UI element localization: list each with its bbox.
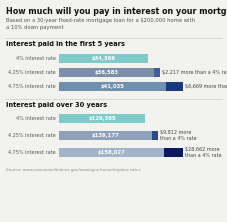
Bar — [59, 148, 164, 157]
Text: $139,177: $139,177 — [91, 133, 119, 138]
Text: 4.75% interest rate: 4.75% interest rate — [8, 84, 56, 89]
Text: 4% interest rate: 4% interest rate — [16, 116, 56, 121]
Text: 4.25% interest rate: 4.25% interest rate — [8, 133, 56, 138]
Text: $28,662 more
than a 4% rate: $28,662 more than a 4% rate — [185, 147, 222, 158]
Text: Based on a 30-year fixed-rate mortgage loan for a $200,000 home with
a 10% down : Based on a 30-year fixed-rate mortgage l… — [6, 18, 195, 30]
Text: How much will you pay in interest on your mortgage loan?: How much will you pay in interest on you… — [6, 7, 227, 16]
Text: 4% interest rate: 4% interest rate — [16, 56, 56, 61]
Text: $129,365: $129,365 — [88, 116, 116, 121]
Text: $41,035: $41,035 — [100, 84, 124, 89]
Bar — [152, 131, 158, 140]
Text: $2,217 more than a 4% rate: $2,217 more than a 4% rate — [162, 70, 227, 75]
Bar — [59, 114, 145, 123]
Text: Interest paid in the first 5 years: Interest paid in the first 5 years — [6, 41, 125, 47]
Bar — [59, 82, 166, 91]
Bar — [59, 131, 152, 140]
Text: 4.75% interest rate: 4.75% interest rate — [8, 150, 56, 155]
Text: Source: www.consumerfinance.gov/owning-a-home/explore-rates: Source: www.consumerfinance.gov/owning-a… — [6, 168, 141, 172]
Text: $6,669 more than a 4% rate: $6,669 more than a 4% rate — [185, 84, 227, 89]
Bar — [166, 82, 183, 91]
Text: Interest paid over 30 years: Interest paid over 30 years — [6, 102, 107, 108]
Bar — [59, 68, 154, 77]
Text: $34,366: $34,366 — [92, 56, 116, 61]
Bar — [59, 54, 148, 63]
Bar — [164, 148, 183, 157]
Text: $9,812 more
than a 4% rate: $9,812 more than a 4% rate — [160, 130, 197, 141]
Text: $158,027: $158,027 — [98, 150, 126, 155]
Bar — [154, 68, 160, 77]
Text: 4.25% interest rate: 4.25% interest rate — [8, 70, 56, 75]
Text: $36,583: $36,583 — [95, 70, 118, 75]
